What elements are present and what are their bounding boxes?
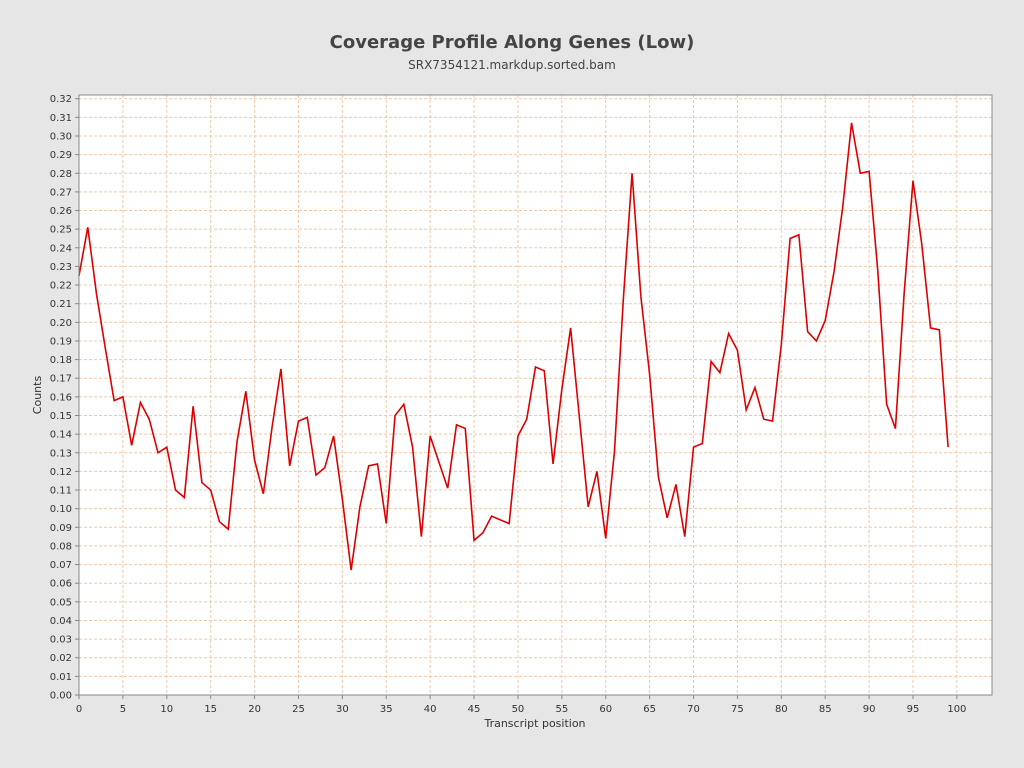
y-tick-label: 0.08 [50,541,72,552]
chart-subtitle: SRX7354121.markdup.sorted.bam [408,58,616,72]
y-tick-label: 0.17 [50,374,72,385]
y-tick-label: 0.13 [50,448,72,459]
chart-title: Coverage Profile Along Genes (Low) [330,32,695,53]
y-tick-label: 0.06 [50,579,72,590]
x-tick-label: 75 [731,704,744,715]
x-tick-label: 65 [643,704,656,715]
x-tick-label: 100 [947,704,966,715]
y-tick-label: 0.10 [50,504,72,515]
x-tick-label: 45 [468,704,481,715]
x-tick-label: 30 [336,704,349,715]
y-tick-label: 0.30 [50,131,72,142]
y-tick-label: 0.07 [50,560,72,571]
x-tick-label: 40 [424,704,437,715]
x-tick-label: 5 [120,704,126,715]
x-tick-label: 35 [380,704,393,715]
y-tick-label: 0.19 [50,336,72,347]
x-tick-label: 60 [599,704,612,715]
y-tick-label: 0.05 [50,597,72,608]
y-tick-label: 0.14 [50,430,72,441]
x-tick-label: 70 [687,704,700,715]
y-tick-label: 0.15 [50,411,72,422]
y-tick-label: 0.09 [50,523,72,534]
axis-layer: 0.00 0.01 0.02 0.03 0.04 0.05 0.06 0.07 0.08 0.09… [50,94,967,715]
grid-layer [78,95,992,696]
x-tick-label: 25 [292,704,305,715]
x-tick-label: 10 [160,704,173,715]
x-tick-label: 50 [512,704,525,715]
x-tick-label: 55 [555,704,568,715]
x-tick-label: 85 [819,704,832,715]
y-tick-label: 0.27 [50,187,72,198]
x-tick-label: 90 [863,704,876,715]
y-tick-label: 0.18 [50,355,72,366]
plot-area [79,95,992,695]
y-tick-label: 0.26 [50,206,72,217]
y-tick-label: 0.11 [50,486,72,497]
x-tick-label: 80 [775,704,788,715]
y-tick-label: 0.02 [50,653,72,664]
y-tick-label: 0.29 [50,150,72,161]
x-tick-label: 20 [248,704,261,715]
y-tick-label: 0.31 [50,113,72,124]
series-line [78,122,949,571]
x-tick-label: 15 [204,704,217,715]
plot-border [78,94,993,696]
series-layer [78,122,949,571]
y-tick-label: 0.28 [50,169,72,180]
y-tick-label: 0.32 [50,94,72,105]
y-axis-label: Counts [31,376,44,415]
y-tick-label: 0.24 [50,243,72,254]
y-tick-label: 0.25 [50,225,72,236]
x-axis-label: Transcript position [483,717,585,730]
x-tick-label: 95 [907,704,920,715]
y-tick-label: 0.22 [50,281,72,292]
y-tick-label: 0.16 [50,392,72,403]
y-tick-label: 0.20 [50,318,72,329]
x-tick-label: 0 [76,704,82,715]
y-tick-label: 0.21 [50,299,72,310]
y-tick-label: 0.04 [50,616,72,627]
y-tick-label: 0.12 [50,467,72,478]
y-tick-label: 0.03 [50,635,72,646]
y-tick-label: 0.00 [50,691,72,702]
y-tick-label: 0.01 [50,672,72,683]
y-tick-label: 0.23 [50,262,72,273]
